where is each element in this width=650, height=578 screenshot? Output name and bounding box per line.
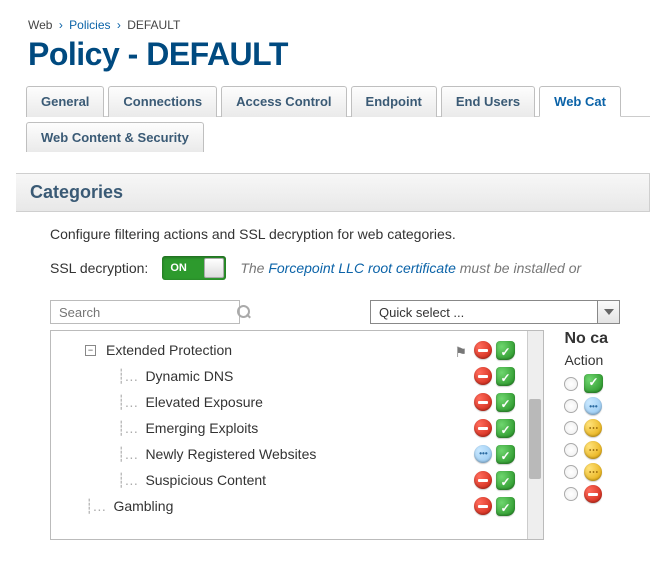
warn-icon bbox=[584, 441, 602, 459]
section-header-categories: Categories bbox=[16, 173, 650, 212]
tab-bar: General Connections Access Control Endpo… bbox=[26, 85, 650, 117]
ssl-decryption-toggle[interactable]: ON bbox=[162, 256, 226, 280]
tab-endpoint[interactable]: Endpoint bbox=[351, 86, 437, 117]
radio-icon bbox=[564, 399, 578, 413]
tab-web-categories[interactable]: Web Cat bbox=[539, 86, 621, 117]
radio-icon bbox=[564, 377, 578, 391]
dropdown-button[interactable] bbox=[597, 301, 619, 323]
action-option[interactable] bbox=[564, 374, 650, 393]
action-option[interactable] bbox=[564, 419, 650, 437]
category-search[interactable] bbox=[50, 300, 240, 324]
side-panel-title: No ca bbox=[564, 330, 650, 348]
allow-icon[interactable] bbox=[496, 445, 515, 464]
allow-icon[interactable] bbox=[496, 497, 515, 516]
quick-select-dropdown[interactable]: Quick select ... bbox=[370, 300, 620, 324]
breadcrumb-root: Web bbox=[28, 18, 52, 32]
collapse-icon[interactable]: − bbox=[85, 345, 96, 356]
tab-access-control[interactable]: Access Control bbox=[221, 86, 346, 117]
tree-row-elevated-exposure[interactable]: ┊…Elevated Exposure bbox=[65, 389, 523, 415]
info-icon[interactable] bbox=[474, 445, 492, 463]
tab-connections[interactable]: Connections bbox=[108, 86, 217, 117]
root-cert-link[interactable]: Forcepoint LLC root certificate bbox=[268, 260, 456, 276]
info-icon bbox=[584, 397, 602, 415]
allow-icon[interactable] bbox=[496, 393, 515, 412]
allow-icon[interactable] bbox=[496, 341, 515, 360]
radio-icon bbox=[564, 465, 578, 479]
flag-icon[interactable]: ⚑ bbox=[454, 342, 470, 358]
block-icon[interactable] bbox=[474, 367, 492, 385]
category-tree-panel: − Extended Protection ⚑ ┊…Dynamic DNS bbox=[50, 330, 544, 540]
quick-select-value: Quick select ... bbox=[379, 305, 464, 320]
allow-icon bbox=[584, 374, 603, 393]
action-option[interactable] bbox=[564, 485, 650, 503]
tree-row-dynamic-dns[interactable]: ┊…Dynamic DNS bbox=[65, 363, 523, 389]
allow-icon[interactable] bbox=[496, 367, 515, 386]
tree-row-suspicious-content[interactable]: ┊…Suspicious Content bbox=[65, 467, 523, 493]
block-icon[interactable] bbox=[474, 471, 492, 489]
action-option[interactable] bbox=[564, 463, 650, 481]
tree-row-extended-protection[interactable]: − Extended Protection ⚑ bbox=[65, 337, 523, 363]
categories-description: Configure filtering actions and SSL decr… bbox=[50, 226, 650, 242]
chevron-down-icon bbox=[604, 309, 614, 315]
search-input[interactable] bbox=[57, 304, 237, 321]
block-icon[interactable] bbox=[474, 393, 492, 411]
toggle-state-text: ON bbox=[170, 262, 187, 274]
tree-row-emerging-exploits[interactable]: ┊…Emerging Exploits bbox=[65, 415, 523, 441]
tab-web-content-security[interactable]: Web Content & Security bbox=[26, 122, 204, 152]
tree-row-newly-registered[interactable]: ┊…Newly Registered Websites bbox=[65, 441, 523, 467]
action-option[interactable] bbox=[564, 397, 650, 415]
block-icon[interactable] bbox=[474, 419, 492, 437]
side-panel-subtitle: Action bbox=[564, 352, 650, 368]
page-title: Policy - DEFAULT bbox=[28, 36, 650, 73]
action-side-panel: No ca Action bbox=[564, 330, 650, 507]
tab-general[interactable]: General bbox=[26, 86, 104, 117]
tree-row-gambling[interactable]: ┊…Gambling bbox=[65, 493, 523, 519]
scrollbar-thumb[interactable] bbox=[529, 399, 541, 479]
allow-icon[interactable] bbox=[496, 471, 515, 490]
warn-icon bbox=[584, 419, 602, 437]
breadcrumb-leaf: DEFAULT bbox=[127, 18, 180, 32]
block-icon bbox=[584, 485, 602, 503]
tab-end-users[interactable]: End Users bbox=[441, 86, 535, 117]
ssl-note: The Forcepoint LLC root certificate must… bbox=[240, 260, 581, 276]
block-icon[interactable] bbox=[474, 341, 492, 359]
radio-icon bbox=[564, 443, 578, 457]
scrollbar[interactable] bbox=[527, 331, 543, 539]
breadcrumb-policies[interactable]: Policies bbox=[69, 18, 110, 32]
radio-icon bbox=[564, 487, 578, 501]
action-option[interactable] bbox=[564, 441, 650, 459]
block-icon[interactable] bbox=[474, 497, 492, 515]
breadcrumb: Web › Policies › DEFAULT bbox=[28, 18, 650, 32]
warn-icon bbox=[584, 463, 602, 481]
allow-icon[interactable] bbox=[496, 419, 515, 438]
toggle-knob bbox=[204, 258, 224, 278]
radio-icon bbox=[564, 421, 578, 435]
ssl-decryption-label: SSL decryption: bbox=[50, 260, 148, 276]
